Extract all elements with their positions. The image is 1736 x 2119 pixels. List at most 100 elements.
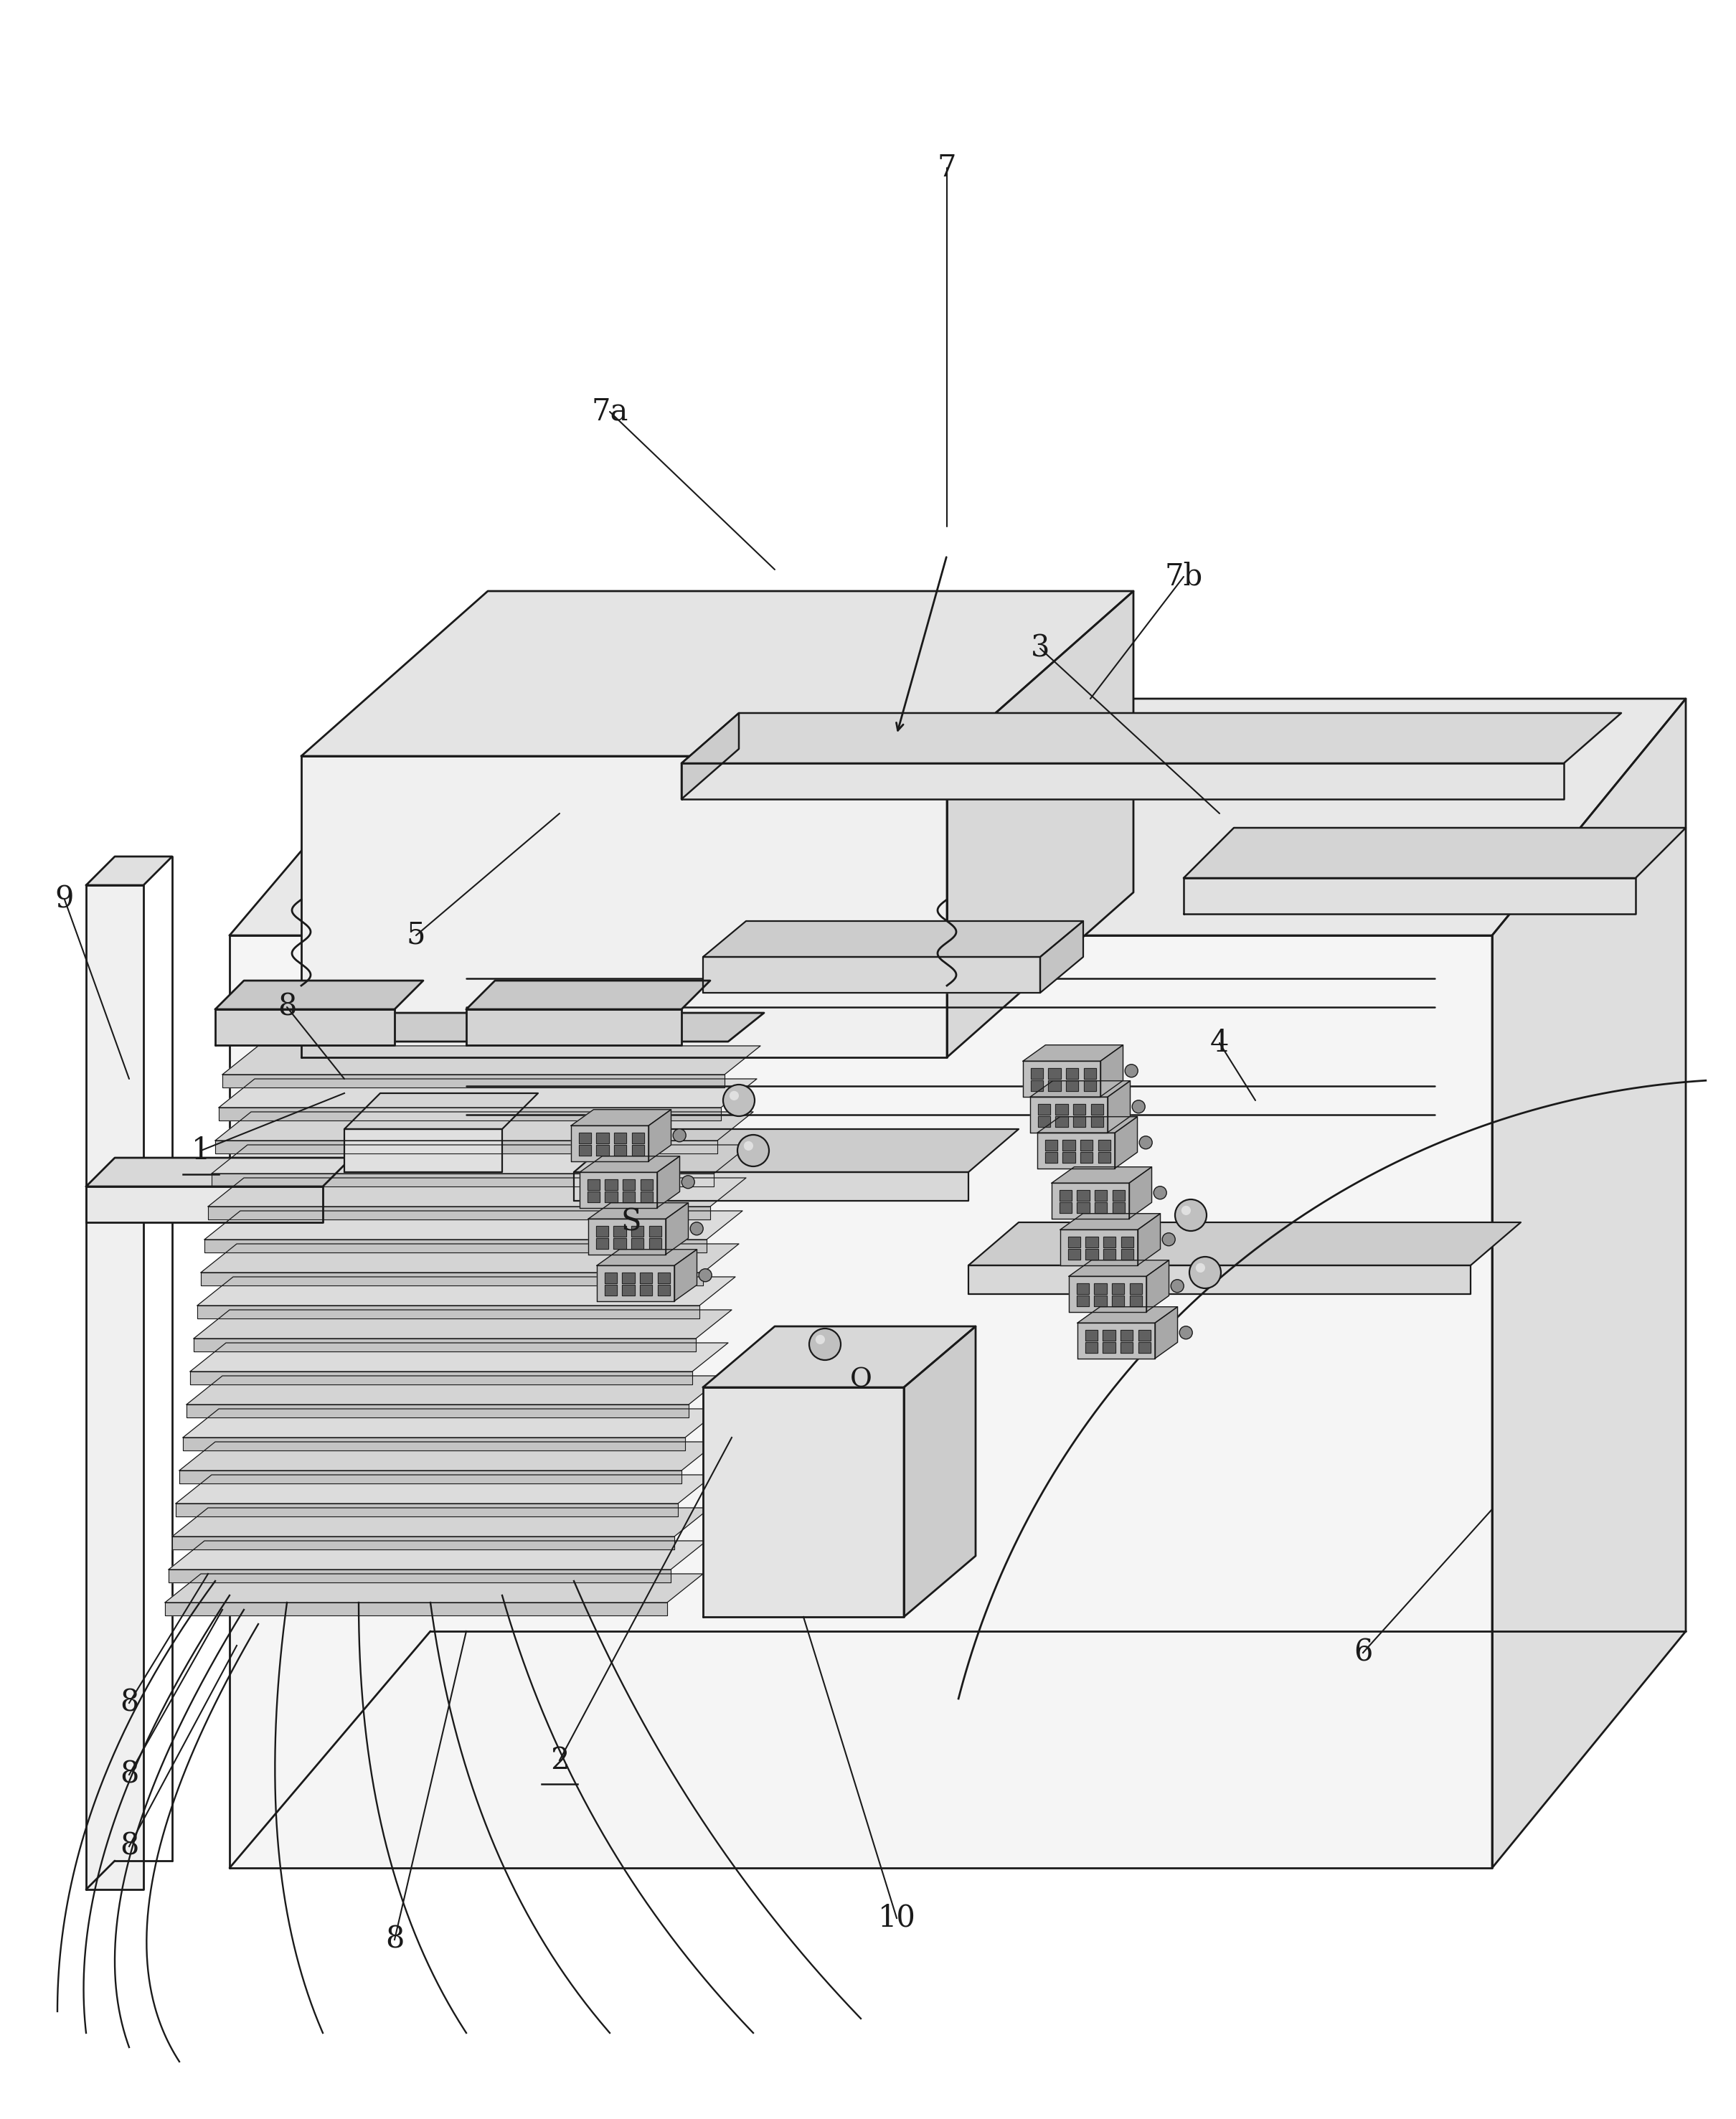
Polygon shape: [1078, 1322, 1154, 1358]
Polygon shape: [1038, 1117, 1137, 1134]
Polygon shape: [87, 1157, 351, 1187]
Polygon shape: [1038, 1134, 1115, 1168]
Polygon shape: [1102, 1331, 1115, 1341]
Polygon shape: [615, 1227, 627, 1237]
Text: 7: 7: [937, 153, 957, 182]
Polygon shape: [649, 1237, 661, 1248]
Polygon shape: [194, 1339, 696, 1352]
Polygon shape: [1121, 1250, 1134, 1261]
Polygon shape: [1031, 1068, 1043, 1079]
Polygon shape: [1130, 1297, 1142, 1307]
Polygon shape: [1085, 1331, 1097, 1341]
Polygon shape: [641, 1191, 653, 1201]
Polygon shape: [222, 1047, 760, 1074]
Polygon shape: [168, 1570, 670, 1583]
Circle shape: [1125, 1064, 1137, 1076]
Polygon shape: [578, 1134, 592, 1144]
Polygon shape: [1128, 1168, 1151, 1218]
Polygon shape: [1085, 1237, 1099, 1248]
Polygon shape: [589, 1218, 665, 1254]
Circle shape: [1189, 1257, 1220, 1288]
Polygon shape: [87, 1187, 323, 1223]
Polygon shape: [1099, 1153, 1111, 1163]
Polygon shape: [1061, 1214, 1160, 1229]
Polygon shape: [1073, 1117, 1085, 1127]
Polygon shape: [1115, 1117, 1137, 1168]
Polygon shape: [344, 1129, 502, 1172]
Polygon shape: [632, 1144, 644, 1155]
Text: 1: 1: [191, 1136, 210, 1165]
Polygon shape: [87, 856, 172, 886]
Polygon shape: [198, 1278, 736, 1305]
Polygon shape: [215, 981, 424, 1009]
Polygon shape: [658, 1274, 670, 1284]
Circle shape: [700, 1269, 712, 1282]
Polygon shape: [969, 1265, 1470, 1295]
Polygon shape: [215, 1009, 394, 1045]
Polygon shape: [219, 1108, 720, 1121]
Polygon shape: [1154, 1307, 1177, 1358]
Polygon shape: [587, 1191, 599, 1201]
Polygon shape: [205, 1240, 707, 1252]
Circle shape: [743, 1142, 753, 1151]
Circle shape: [1196, 1263, 1205, 1274]
Polygon shape: [1104, 1237, 1116, 1248]
Polygon shape: [1137, 1214, 1160, 1265]
Polygon shape: [1052, 1182, 1128, 1218]
Polygon shape: [467, 1009, 682, 1045]
Polygon shape: [1099, 1140, 1111, 1151]
Text: 6: 6: [1354, 1638, 1373, 1668]
Polygon shape: [215, 1140, 717, 1153]
Polygon shape: [665, 1204, 687, 1254]
Polygon shape: [703, 1326, 976, 1388]
Polygon shape: [212, 1144, 750, 1174]
Polygon shape: [1049, 1081, 1061, 1091]
Polygon shape: [191, 1343, 727, 1371]
Polygon shape: [1104, 1250, 1116, 1261]
Polygon shape: [1184, 829, 1686, 877]
Polygon shape: [208, 1206, 710, 1218]
Polygon shape: [580, 1157, 681, 1172]
Text: 7b: 7b: [1165, 562, 1203, 591]
Polygon shape: [1083, 1081, 1095, 1091]
Polygon shape: [632, 1227, 644, 1237]
Polygon shape: [172, 1509, 710, 1536]
Polygon shape: [1069, 1261, 1168, 1276]
Polygon shape: [186, 1375, 724, 1405]
Polygon shape: [175, 1475, 713, 1504]
Polygon shape: [1139, 1331, 1151, 1341]
Circle shape: [1132, 1100, 1146, 1112]
Polygon shape: [1023, 1062, 1101, 1098]
Polygon shape: [165, 1602, 667, 1615]
Polygon shape: [597, 1144, 609, 1155]
Text: 3: 3: [1031, 634, 1050, 663]
Polygon shape: [682, 712, 1621, 763]
Polygon shape: [1121, 1237, 1134, 1248]
Polygon shape: [703, 1388, 904, 1617]
Polygon shape: [615, 1237, 627, 1248]
Text: 7a: 7a: [592, 396, 628, 426]
Text: 8: 8: [120, 1689, 139, 1719]
Polygon shape: [597, 1250, 696, 1265]
Polygon shape: [1095, 1204, 1108, 1214]
Polygon shape: [1085, 1343, 1097, 1354]
Text: O: O: [849, 1367, 871, 1392]
Polygon shape: [1068, 1250, 1080, 1261]
Polygon shape: [658, 1157, 681, 1208]
Polygon shape: [1059, 1191, 1071, 1201]
Polygon shape: [1066, 1068, 1078, 1079]
Polygon shape: [191, 1371, 693, 1384]
Polygon shape: [1184, 877, 1635, 913]
Polygon shape: [904, 1326, 976, 1617]
Polygon shape: [587, 1180, 599, 1191]
Polygon shape: [1121, 1331, 1134, 1341]
Polygon shape: [641, 1274, 653, 1284]
Polygon shape: [1139, 1343, 1151, 1354]
Polygon shape: [571, 1125, 649, 1161]
Polygon shape: [649, 1110, 672, 1161]
Polygon shape: [226, 1013, 764, 1043]
Polygon shape: [703, 922, 1083, 958]
Polygon shape: [179, 1471, 682, 1483]
Polygon shape: [1113, 1297, 1125, 1307]
Polygon shape: [682, 763, 1564, 799]
